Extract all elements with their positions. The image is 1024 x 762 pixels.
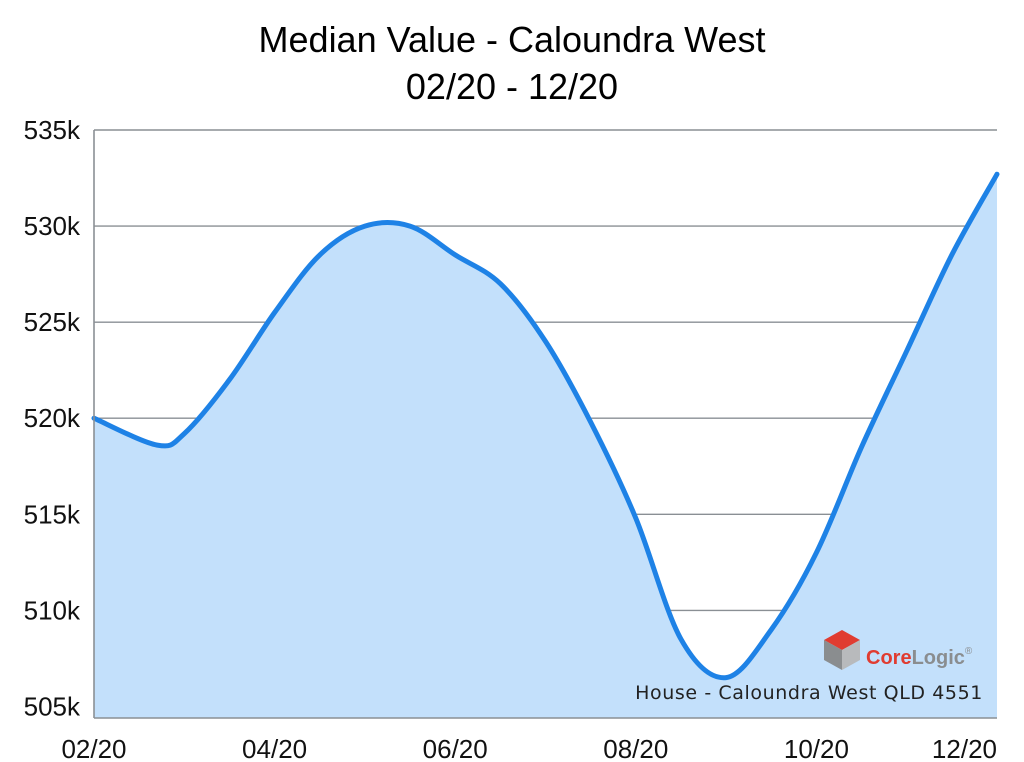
corelogic-logo: CoreLogic® [824,630,973,670]
y-tick-label: 535k [24,115,81,145]
y-tick-label: 520k [24,403,81,433]
logo-cube-right-icon [842,640,860,670]
logo-cube-left-icon [824,640,842,670]
logo-core: Core [866,647,912,669]
x-tick-labels: 02/20 04/20 06/20 08/20 10/20 12/20 [61,734,997,762]
x-tick-label: 12/20 [932,734,997,762]
chart-caption: House - Caloundra West QLD 4551 [635,682,983,704]
y-tick-label: 510k [24,595,81,625]
y-tick-label: 505k [24,691,81,721]
chart-title: Median Value - Caloundra West [259,19,766,60]
series-area-fill [94,174,997,718]
logo-logic: Logic [912,647,965,669]
y-tick-label: 525k [24,307,81,337]
logo-trademark: ® [965,646,973,657]
x-tick-label: 06/20 [423,734,488,762]
y-tick-label: 530k [24,211,81,241]
x-tick-label: 02/20 [61,734,126,762]
series-line [91,171,1000,681]
x-tick-label: 04/20 [242,734,307,762]
chart-subtitle: 02/20 - 12/20 [406,66,618,107]
x-tick-label: 10/20 [784,734,849,762]
axis-layer [93,130,997,719]
y-tick-labels: 535k 530k 525k 520k 515k 510k 505k [24,115,81,721]
y-tick-label: 515k [24,499,81,529]
logo-wordmark: CoreLogic® [866,646,973,669]
x-tick-label: 08/20 [603,734,668,762]
